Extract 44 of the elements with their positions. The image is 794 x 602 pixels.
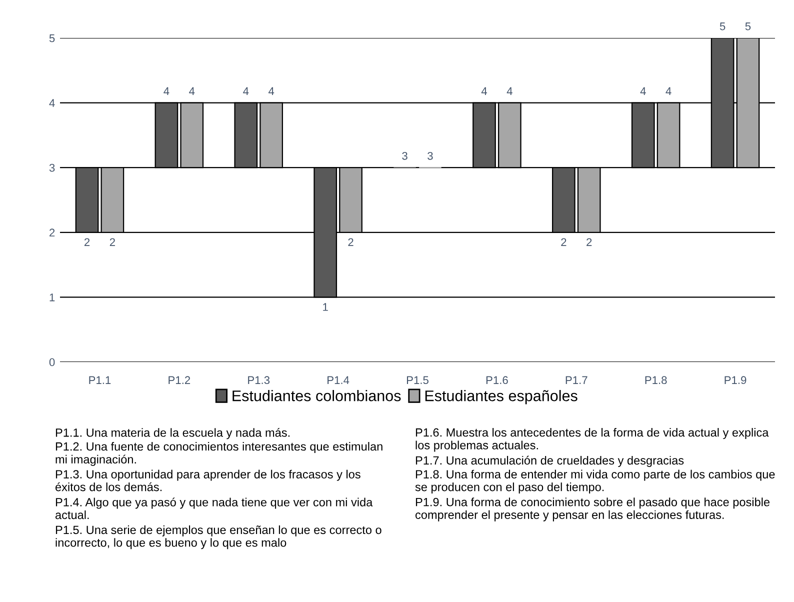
x-tick-label: P1.8 — [645, 376, 667, 384]
x-tick-label: P1.9 — [724, 376, 746, 384]
text: P1.9. Una forma de conocimiento sobre el pasado que hace posible comprender el presente y pensar en las elecciones futuras. — [416, 498, 770, 522]
data-label: 4 — [189, 87, 195, 95]
y-tick-label: 2 — [50, 228, 55, 236]
data-label: 5 — [745, 22, 751, 30]
x-tick-label: P1.4 — [328, 376, 350, 384]
data-label: 3 — [402, 152, 408, 160]
text: P1.1. Una materia de la escuela y nada más. — [56, 428, 290, 440]
x-tick-label: P1.6 — [486, 376, 508, 384]
data-label: 4 — [640, 87, 646, 95]
text: P1.6. Muestra los antecedentes de la forma de vida actual y explica los problemas actuales. — [416, 428, 769, 452]
y-tick-label: 1 — [50, 294, 55, 302]
legend-label: Estudiantes españoles — [425, 390, 578, 404]
x-tick-label: P1.7 — [566, 376, 588, 384]
x-tick-label: P1.2 — [168, 376, 190, 384]
data-label: 4 — [243, 87, 249, 95]
data-label: 2 — [348, 238, 354, 246]
text: P1.3. Una oportunidad para aprender de los fracasos y los éxitos de los demás. — [56, 470, 360, 492]
data-label: 4 — [268, 87, 274, 95]
data-label: 2 — [561, 238, 566, 246]
data-label: 2 — [586, 238, 592, 246]
data-label: 3 — [428, 152, 433, 160]
data-label: 4 — [481, 87, 487, 95]
text: P1.8. Una forma de entender mi vida como parte de los cambios que se producen con el paso del tiempo. — [415, 470, 775, 494]
text: P1.5. Una serie de ejemplos que enseñan lo que es correcto o incorrecto, lo que es bueno y lo que es malo — [56, 525, 382, 550]
data-label: 4 — [506, 87, 512, 95]
x-tick-label: P1.3 — [248, 376, 270, 384]
data-label: 5 — [720, 22, 726, 30]
y-tick-label: 4 — [49, 99, 55, 107]
data-label: 4 — [666, 87, 672, 95]
data-label: 1 — [323, 303, 328, 311]
x-tick-label: P1.1 — [89, 376, 111, 384]
legend-label: Estudiantes colombianos — [232, 390, 401, 402]
data-label: 2 — [84, 238, 90, 246]
data-label: 2 — [110, 238, 115, 246]
y-tick-label: 0 — [49, 358, 55, 366]
text: P1.2. Una fuente de conocimientos interesantes que estimulan mi imaginación. — [56, 442, 382, 466]
y-tick-label: 5 — [49, 34, 55, 42]
text: P1.4. Algo que ya pasó y que nada tiene que ver con mi vida actual. — [56, 498, 373, 520]
y-tick-label: 3 — [49, 164, 55, 172]
text: P1.7. Una acumulación de crueldades y desgracias — [416, 456, 684, 467]
data-label: 4 — [164, 87, 170, 95]
x-tick-label: P1.5 — [406, 376, 428, 384]
